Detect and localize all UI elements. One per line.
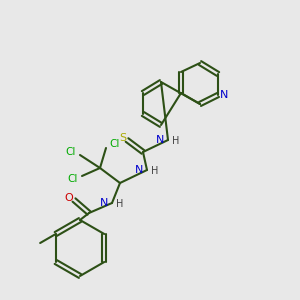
Text: H: H bbox=[172, 136, 180, 146]
Text: H: H bbox=[116, 199, 124, 209]
Text: S: S bbox=[119, 133, 127, 143]
Text: N: N bbox=[100, 198, 108, 208]
Text: N: N bbox=[156, 135, 164, 145]
Text: O: O bbox=[64, 193, 74, 203]
Text: N: N bbox=[135, 165, 143, 175]
Text: Cl: Cl bbox=[109, 139, 119, 149]
Text: H: H bbox=[151, 166, 159, 176]
Text: Cl: Cl bbox=[68, 174, 78, 184]
Text: Cl: Cl bbox=[66, 147, 76, 157]
Text: N: N bbox=[220, 90, 228, 100]
